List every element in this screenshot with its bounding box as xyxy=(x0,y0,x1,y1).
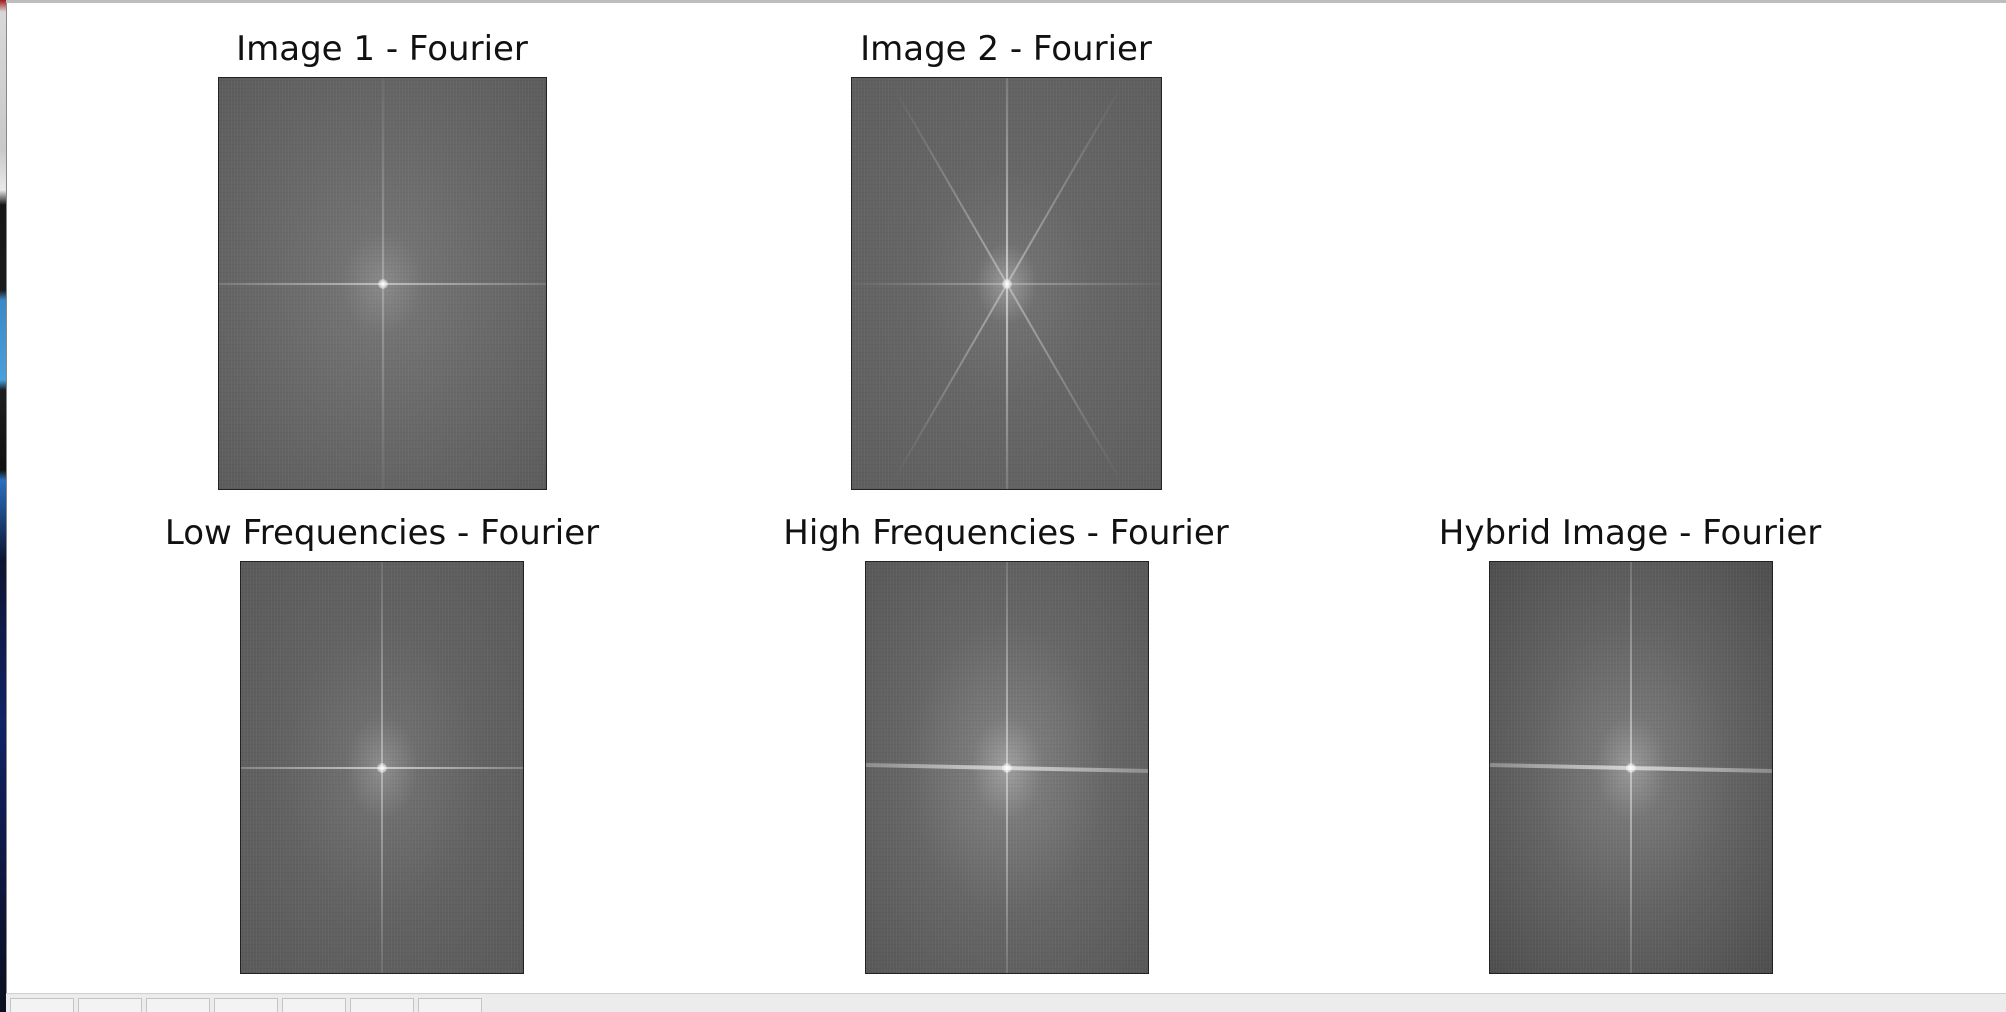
home-icon[interactable] xyxy=(10,998,74,1012)
spectrum-noise-texture xyxy=(241,562,523,973)
spectrum-noise-texture xyxy=(852,78,1161,489)
save-icon[interactable] xyxy=(418,998,482,1012)
zoom-icon[interactable] xyxy=(282,998,346,1012)
fourier-spectrum-low-frequencies xyxy=(240,561,524,974)
subplot-title-image2: Image 2 - Fourier xyxy=(860,29,1152,69)
figure-canvas: Image 1 - Fourier Image 2 - Fourier Low … xyxy=(7,3,2006,994)
back-icon[interactable] xyxy=(78,998,142,1012)
subplot-title-high-frequencies: High Frequencies - Fourier xyxy=(783,513,1229,553)
spectrum-noise-texture xyxy=(219,78,546,489)
fourier-spectrum-image2 xyxy=(851,77,1162,490)
subplot-title-hybrid: Hybrid Image - Fourier xyxy=(1438,513,1822,553)
subplot-title-image1: Image 1 - Fourier xyxy=(236,29,528,69)
forward-icon[interactable] xyxy=(146,998,210,1012)
figure-toolbar xyxy=(6,993,2006,1012)
pan-icon[interactable] xyxy=(214,998,278,1012)
fourier-spectrum-hybrid xyxy=(1489,561,1773,974)
spectrum-noise-texture xyxy=(866,562,1148,973)
fourier-spectrum-high-frequencies xyxy=(865,561,1149,974)
window-top-border xyxy=(6,0,2006,3)
background-window-edge xyxy=(0,0,7,1012)
fourier-spectrum-image1 xyxy=(218,77,547,490)
spectrum-noise-texture xyxy=(1490,562,1772,973)
configure-subplots-icon[interactable] xyxy=(350,998,414,1012)
subplot-title-low-frequencies: Low Frequencies - Fourier xyxy=(164,513,600,553)
